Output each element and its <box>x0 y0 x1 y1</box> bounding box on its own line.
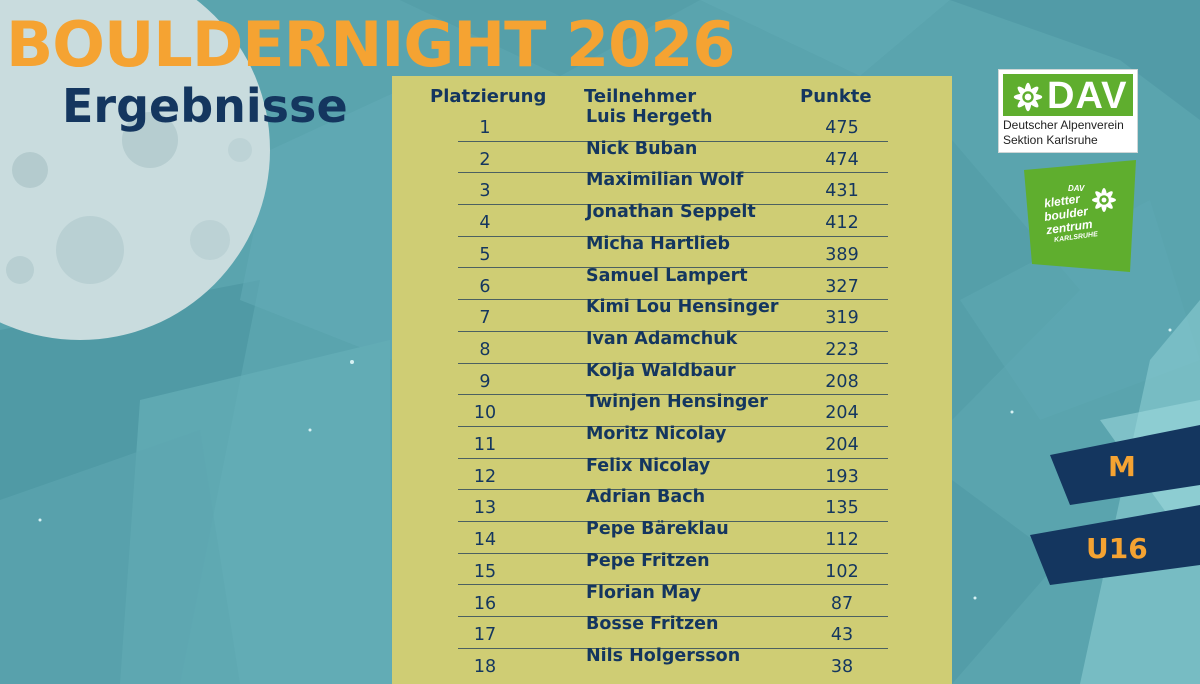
name-cell: Florian May <box>586 582 702 603</box>
points-cell: 389 <box>825 244 859 265</box>
table-row: 16 Florian May 87 <box>458 582 888 618</box>
dav-logo-banner: DAV <box>1003 74 1133 117</box>
rank-cell: 4 <box>479 213 491 234</box>
points-cell: 327 <box>825 276 859 297</box>
points-cell: 319 <box>825 308 859 329</box>
points-cell: 43 <box>830 625 854 646</box>
name-cell: Micha Hartlieb <box>586 233 730 254</box>
rank-cell: 6 <box>479 276 491 297</box>
points-cell: 223 <box>825 339 859 360</box>
rank-cell: 3 <box>479 181 491 202</box>
rank-cell: 18 <box>473 656 497 677</box>
name-cell: Pepe Bäreklau <box>586 519 729 540</box>
table-row: 12 Felix Nicolay 193 <box>458 455 888 491</box>
rank-cell: 8 <box>479 339 491 360</box>
header-name: Teilnehmer <box>584 86 697 107</box>
name-cell: Adrian Bach <box>586 487 706 508</box>
table-row: 9 Kolja Waldbaur 208 <box>458 360 888 396</box>
table-row: 15 Pepe Fritzen 102 <box>458 550 888 586</box>
table-row: 10 Twinjen Hensinger 204 <box>458 392 888 427</box>
kbz-logo: DAV kletter boulder zentrum KARLSRUHE <box>1022 160 1140 278</box>
table-row: 1 Luis Hergeth 475 <box>458 107 888 142</box>
rank-cell: 17 <box>473 625 497 646</box>
name-cell: Maximilian Wolf <box>586 170 744 191</box>
name-cell: Twinjen Hensinger <box>586 392 768 413</box>
name-cell: Nick Buban <box>586 138 698 159</box>
kbz-logo-top: DAV <box>1068 184 1085 193</box>
edelweiss-icon <box>1092 188 1116 212</box>
rank-cell: 14 <box>473 530 497 551</box>
page-title: BOULDERNIGHT 2026 <box>6 8 736 81</box>
rank-cell: 9 <box>479 371 491 392</box>
table-row: 2 Nick Buban 474 <box>458 138 888 174</box>
rank-cell: 11 <box>473 435 497 455</box>
name-cell: Felix Nicolay <box>586 455 711 476</box>
rank-cell: 16 <box>473 593 497 614</box>
category-ribbons <box>1030 425 1200 585</box>
points-cell: 474 <box>825 149 859 170</box>
table-row: 14 Pepe Bäreklau 112 <box>458 519 888 554</box>
page-subtitle: Ergebnisse <box>62 79 348 133</box>
name-cell: Bosse Fritzen <box>586 614 719 635</box>
name-cell: Moritz Nicolay <box>586 424 727 444</box>
points-cell: 431 <box>825 181 859 202</box>
name-cell: Kimi Lou Hensinger <box>586 297 779 318</box>
dav-logo: DAV Deutscher Alpenverein Sektion Karlsr… <box>998 69 1138 153</box>
points-cell: 193 <box>825 466 859 487</box>
name-cell: Kolja Waldbaur <box>586 360 736 381</box>
rank-cell: 7 <box>479 308 491 329</box>
points-cell: 102 <box>825 561 859 582</box>
rank-cell: 13 <box>473 498 497 519</box>
header-rank: Platzierung <box>430 86 547 107</box>
table-row: 11 Moritz Nicolay 204 <box>458 424 888 459</box>
points-cell: 112 <box>825 530 859 551</box>
rank-cell: 2 <box>479 149 491 170</box>
table-row: 3 Maximilian Wolf 431 <box>458 170 888 206</box>
points-cell: 38 <box>830 656 854 677</box>
points-cell: 475 <box>825 118 859 138</box>
dav-wordmark: DAV <box>1047 75 1128 117</box>
name-cell: Luis Hergeth <box>586 107 713 127</box>
header-points: Punkte <box>800 86 872 107</box>
rank-cell: 12 <box>473 466 497 487</box>
gender-tag: M <box>1108 450 1136 483</box>
table-row: 8 Ivan Adamchuk 223 <box>458 328 888 364</box>
name-cell: Ivan Adamchuk <box>586 328 738 349</box>
table-row: 4 Jonathan Seppelt 412 <box>458 202 888 237</box>
rank-cell: 1 <box>479 118 491 138</box>
points-cell: 87 <box>830 593 854 614</box>
points-cell: 208 <box>825 371 859 392</box>
name-cell: Jonathan Seppelt <box>586 202 756 223</box>
table-row: 13 Adrian Bach 135 <box>458 487 888 523</box>
dav-logo-line1: Deutscher Alpenverein <box>1003 118 1124 132</box>
rank-cell: 10 <box>473 403 497 424</box>
name-cell: Samuel Lampert <box>586 265 748 286</box>
table-row: 7 Kimi Lou Hensinger 319 <box>458 297 888 332</box>
points-cell: 204 <box>825 435 859 455</box>
table-row: 5 Micha Hartlieb 389 <box>458 233 888 269</box>
name-cell: Nils Holgersson <box>586 645 741 666</box>
table-row: 17 Bosse Fritzen 43 <box>458 614 888 649</box>
edelweiss-icon <box>1013 82 1043 112</box>
rank-cell: 5 <box>479 244 491 265</box>
kbz-logo-shape <box>1024 160 1136 272</box>
name-cell: Pepe Fritzen <box>586 550 710 571</box>
rank-cell: 15 <box>473 561 497 582</box>
table-row: 6 Samuel Lampert 327 <box>458 265 888 301</box>
points-cell: 204 <box>825 403 859 424</box>
table-row: 18 Nils Holgersson 38 <box>458 645 888 681</box>
points-cell: 412 <box>825 213 859 234</box>
results-panel <box>392 76 952 684</box>
age-group-tag: U16 <box>1086 532 1148 565</box>
dav-logo-line2: Sektion Karlsruhe <box>1003 133 1098 147</box>
points-cell: 135 <box>825 498 859 519</box>
